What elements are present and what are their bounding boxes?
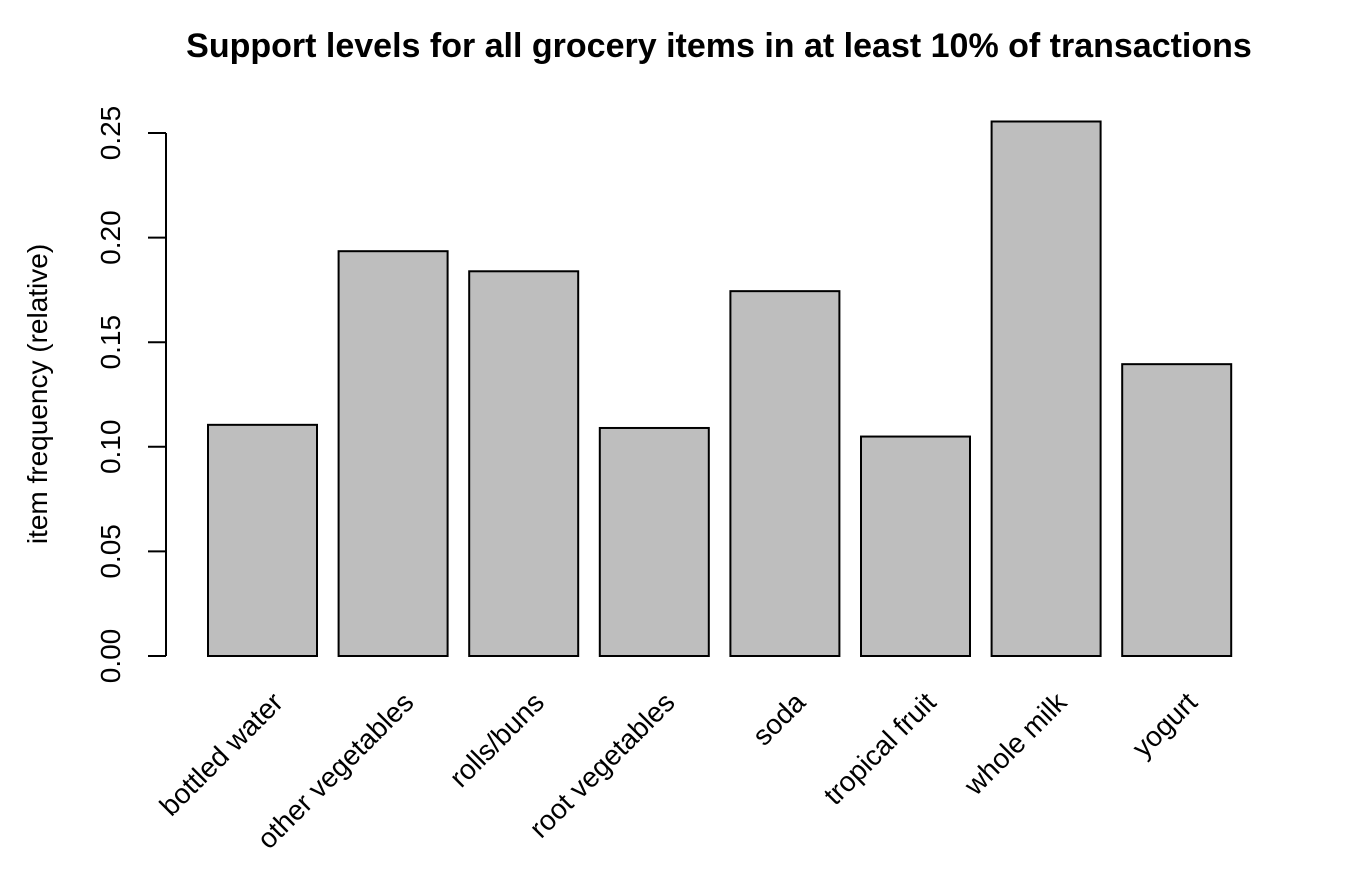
bar-bottled-water bbox=[207, 423, 318, 658]
bars-group bbox=[207, 120, 1233, 658]
bar-other-vegetables bbox=[337, 250, 449, 657]
bar-yogurt bbox=[1121, 363, 1233, 657]
y-tick-label: 0.25 bbox=[95, 106, 126, 161]
x-category-label: soda bbox=[746, 686, 811, 751]
y-tick-label: 0.15 bbox=[95, 315, 126, 370]
x-category-label: rolls/buns bbox=[443, 686, 550, 793]
y-ticks-group: 0.00 0.05 0.10 0.15 0.20 0.25 bbox=[95, 106, 166, 684]
x-category-label: yogurt bbox=[1126, 686, 1203, 763]
y-tick-label: 0.00 bbox=[95, 629, 126, 684]
y-axis-label: item frequency (relative) bbox=[22, 244, 53, 544]
y-tick-label: 0.20 bbox=[95, 210, 126, 265]
y-tick-label: 0.10 bbox=[95, 420, 126, 475]
bar-soda bbox=[729, 290, 841, 657]
y-tick-label: 0.05 bbox=[95, 524, 126, 579]
bar-tropical-fruit bbox=[860, 435, 971, 657]
x-category-label: whole milk bbox=[957, 686, 1073, 802]
bar-root-vegetables bbox=[598, 426, 710, 657]
bar-whole-milk bbox=[990, 120, 1102, 657]
chart-title: Support levels for all grocery items in … bbox=[186, 27, 1252, 65]
x-category-label: bottled water bbox=[154, 686, 289, 821]
bar-rolls-buns bbox=[468, 270, 580, 657]
x-category-label: tropical fruit bbox=[818, 686, 942, 810]
